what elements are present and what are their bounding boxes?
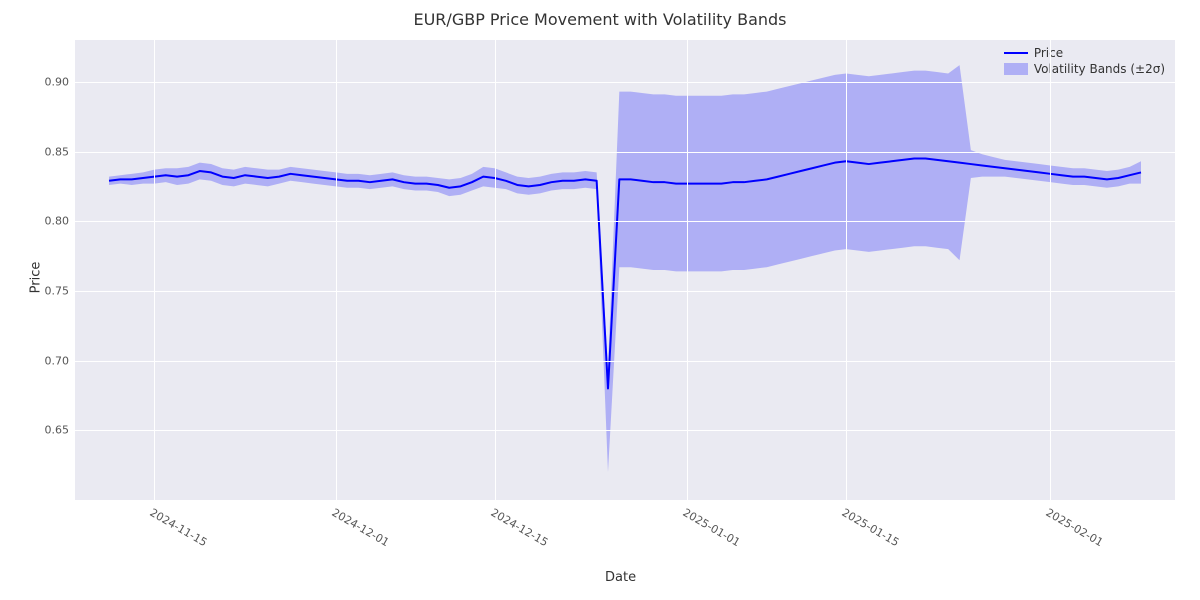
ytick-label: 0.75 [45, 284, 76, 297]
xtick-label: 2024-11-15 [148, 506, 210, 549]
gridline-v [154, 40, 155, 500]
gridline-v [336, 40, 337, 500]
gridline-v [495, 40, 496, 500]
gridline-h [75, 221, 1175, 222]
gridline-h [75, 291, 1175, 292]
xtick-label: 2025-02-01 [1044, 506, 1106, 549]
figure: EUR/GBP Price Movement with Volatility B… [0, 0, 1200, 600]
xtick-label: 2024-12-01 [329, 506, 391, 549]
legend-line-price [1004, 52, 1028, 54]
gridline-h [75, 82, 1175, 83]
legend-label-band: Volatility Bands (±2σ) [1034, 62, 1165, 76]
xtick-label: 2025-01-15 [840, 506, 902, 549]
chart-title-text: EUR/GBP Price Movement with Volatility B… [413, 10, 786, 29]
y-axis-label: Price [28, 262, 43, 294]
x-axis-label-text: Date [605, 570, 636, 585]
chart-title: EUR/GBP Price Movement with Volatility B… [0, 10, 1200, 29]
y-axis-label-text: Price [28, 262, 43, 294]
x-axis-label: Date [605, 570, 636, 585]
legend-row-price: Price [1004, 46, 1165, 60]
legend-row-band: Volatility Bands (±2σ) [1004, 62, 1165, 76]
gridline-v [846, 40, 847, 500]
gridline-v [1050, 40, 1051, 500]
gridline-h [75, 361, 1175, 362]
legend-label-price: Price [1034, 46, 1063, 60]
gridline-v [687, 40, 688, 500]
gridline-h [75, 152, 1175, 153]
plot-area: Price Volatility Bands (±2σ) 0.650.700.7… [75, 40, 1175, 500]
legend-swatch-band [1004, 63, 1028, 75]
gridline-h [75, 430, 1175, 431]
volatility-band [109, 65, 1141, 472]
ytick-label: 0.80 [45, 215, 76, 228]
xtick-label: 2024-12-15 [488, 506, 550, 549]
xtick-label: 2025-01-01 [681, 506, 743, 549]
ytick-label: 0.90 [45, 75, 76, 88]
legend: Price Volatility Bands (±2σ) [1004, 46, 1165, 78]
ytick-label: 0.70 [45, 354, 76, 367]
ytick-label: 0.85 [45, 145, 76, 158]
ytick-label: 0.65 [45, 424, 76, 437]
